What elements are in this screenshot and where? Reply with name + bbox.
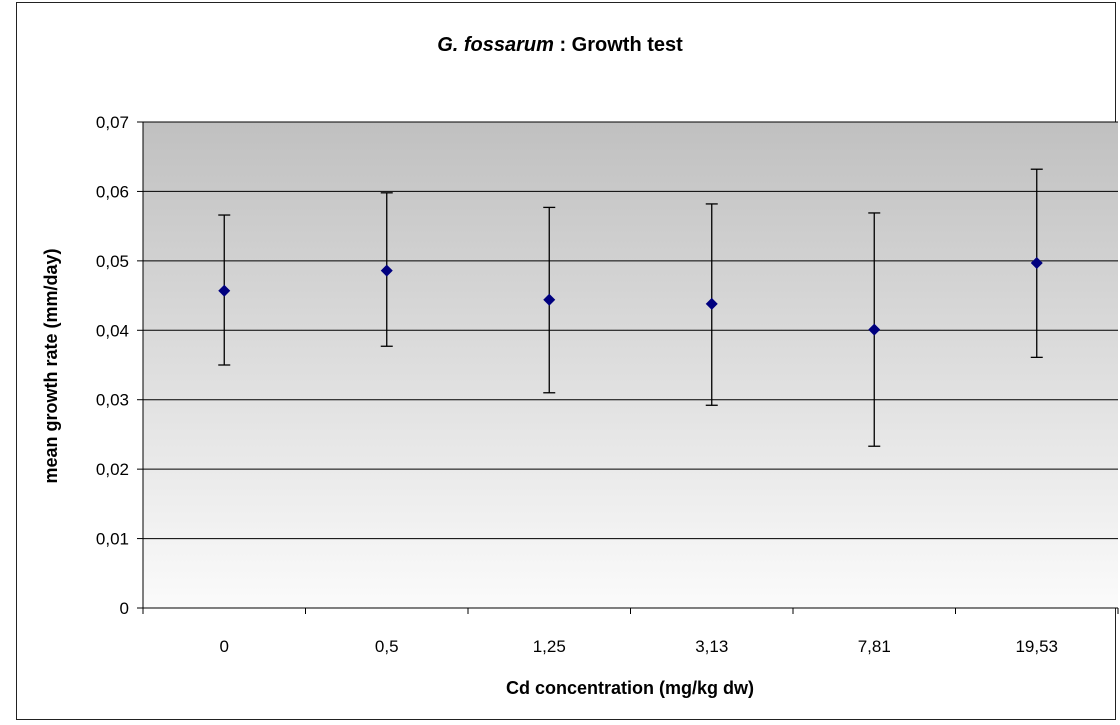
x-tick-label: 19,53 (1015, 637, 1058, 656)
y-tick-label: 0,07 (96, 113, 129, 132)
y-tick-label: 0,03 (96, 391, 129, 410)
data-point (543, 293, 556, 306)
y-tick-label: 0,01 (96, 530, 129, 549)
x-tick-label: 0,5 (375, 637, 399, 656)
y-tick-label: 0,02 (96, 460, 129, 479)
y-tick-label: 0 (120, 599, 129, 618)
data-point (1030, 256, 1043, 269)
data-point (868, 323, 881, 336)
y-axis-title: mean growth rate (mm/day) (41, 248, 61, 483)
data-point (705, 297, 718, 310)
y-tick-label: 0,06 (96, 182, 129, 201)
x-tick-label: 7,81 (858, 637, 891, 656)
data-point (218, 284, 231, 297)
y-tick-label: 0,04 (96, 321, 129, 340)
chart-title: G. fossarum : Growth test (0, 34, 1120, 57)
data-point (380, 264, 393, 277)
y-tick-label: 0,05 (96, 252, 129, 271)
x-tick-label: 1,25 (533, 637, 566, 656)
chart-title-species: G. fossarum (437, 34, 554, 56)
x-tick-label: 3,13 (695, 637, 728, 656)
plot-area (143, 122, 1118, 608)
x-axis-title: Cd concentration (mg/kg dw) (506, 678, 754, 698)
x-tick-label: 0 (220, 637, 229, 656)
chart-title-rest: : Growth test (553, 34, 683, 56)
